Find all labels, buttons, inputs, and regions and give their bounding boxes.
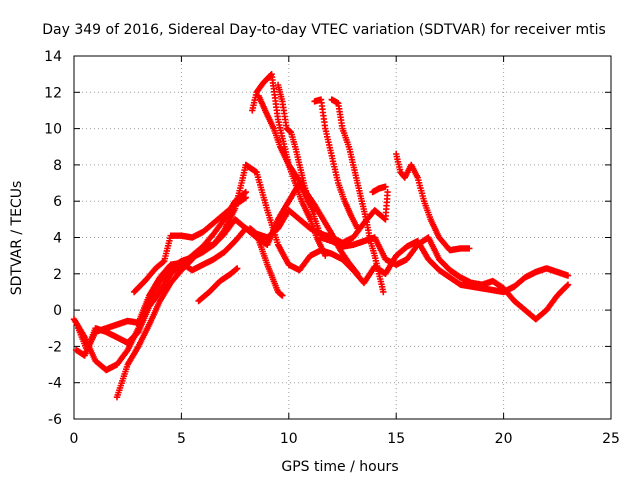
series-track-13: [393, 150, 473, 254]
x-tick-label: 25: [602, 431, 620, 447]
y-tick-label: 12: [44, 85, 62, 101]
series-track-11: [311, 96, 361, 232]
plus-marker-track: [195, 265, 241, 305]
series-track-10: [274, 81, 318, 214]
plus-marker-track: [311, 96, 361, 232]
series-track-2: [75, 179, 572, 354]
plus-marker-track: [246, 225, 286, 299]
series-track-7: [246, 225, 286, 299]
x-tick-label: 0: [70, 431, 79, 447]
y-tick-label: 14: [44, 49, 62, 65]
plus-marker-track: [328, 96, 387, 296]
y-axis-label: SDTVAR / TECUs: [9, 181, 25, 296]
data-series: [70, 71, 572, 401]
y-tick-label: 4: [53, 231, 62, 247]
plus-marker-track: [393, 150, 473, 254]
plus-marker-track: [75, 179, 572, 354]
series-track-12: [328, 96, 387, 296]
series-track-5: [130, 194, 249, 296]
y-tick-label: -2: [48, 339, 62, 355]
x-tick-label: 20: [495, 431, 513, 447]
chart-title: Day 349 of 2016, Sidereal Day-to-day VTE…: [42, 22, 606, 38]
y-tick-label: 10: [44, 122, 62, 138]
axis-ticks: 0 5 10 15 20 25 -6 -4 -2 0 2 4 6 8 10 12 14: [44, 49, 620, 447]
y-tick-label: -6: [48, 412, 62, 428]
y-tick-label: 2: [53, 267, 62, 283]
gridlines: [74, 56, 611, 419]
series-track-1: [70, 161, 572, 374]
x-tick-label: 5: [177, 431, 186, 447]
y-tick-label: -4: [48, 376, 62, 392]
plus-marker-track: [274, 81, 318, 214]
series-track-9: [255, 92, 361, 277]
y-tick-label: 8: [53, 158, 62, 174]
plus-marker-track: [70, 161, 572, 374]
plus-marker-track: [255, 92, 361, 277]
x-tick-label: 15: [387, 431, 405, 447]
y-tick-label: 0: [53, 303, 62, 319]
y-tick-label: 6: [53, 194, 62, 210]
x-axis-label: GPS time / hours: [281, 459, 398, 475]
plus-marker-track: [369, 183, 389, 196]
x-tick-label: 10: [280, 431, 298, 447]
plus-marker-track: [130, 194, 249, 296]
series-track-14: [369, 183, 389, 196]
series-track-6: [195, 265, 241, 305]
